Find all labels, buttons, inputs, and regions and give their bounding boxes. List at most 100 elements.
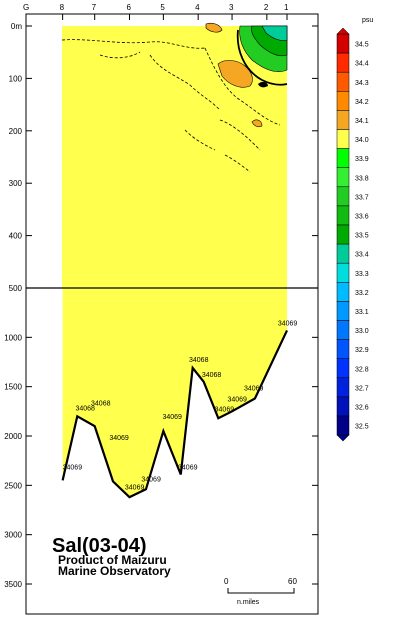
colorbar-swatch-1 xyxy=(336,52,350,73)
value-label-10: 34069 xyxy=(215,406,235,413)
colorbar-swatch-13 xyxy=(336,282,350,302)
colorbar-label-19: 32.6 xyxy=(355,404,369,411)
value-label-12: 34069 xyxy=(244,386,264,393)
lower-tick-label-4: 3000 xyxy=(4,531,22,540)
value-label-3: 34069 xyxy=(109,435,129,442)
colorbar-label-4: 34.1 xyxy=(355,118,369,125)
lower-tick-label-3: 2500 xyxy=(4,481,22,490)
scale-bar: 0 60 n.miles xyxy=(224,577,297,606)
colorbar-swatch-4 xyxy=(336,110,350,130)
station-label-6: 6 xyxy=(126,3,131,12)
colorbar-label-14: 33.1 xyxy=(355,309,369,316)
colorbar-label-11: 33.4 xyxy=(355,252,369,259)
colorbar-label-10: 33.5 xyxy=(355,233,369,240)
colorbar-label-12: 33.3 xyxy=(355,271,369,278)
lower-water-fill xyxy=(62,288,288,498)
colorbar-label-1: 34.4 xyxy=(355,61,369,68)
value-label-0: 34069 xyxy=(63,465,83,472)
colorbar-unit: psu xyxy=(362,17,373,24)
colorbar-swatch-17 xyxy=(336,358,350,379)
colorbar-swatch-11 xyxy=(336,243,350,264)
scale-bar-start: 0 xyxy=(224,577,229,586)
colorbar-swatch-14 xyxy=(336,301,350,321)
value-label-13: 34069 xyxy=(278,320,298,327)
colorbar-label-3: 34.2 xyxy=(355,99,369,106)
colorbar-swatch-16 xyxy=(336,339,350,359)
credit-line-2: Marine Observatory xyxy=(58,564,171,578)
upper-contour-lines xyxy=(61,39,281,173)
colorbar-label-18: 32.7 xyxy=(355,385,369,392)
colorbar-swatch-6 xyxy=(336,148,350,168)
station-label-G: G xyxy=(23,3,29,12)
colorbar-swatch-10 xyxy=(336,224,350,245)
value-label-4: 34069 xyxy=(125,484,145,491)
value-label-1: 34068 xyxy=(75,405,95,412)
colorbar-label-9: 33.6 xyxy=(355,213,369,220)
scale-bar-line xyxy=(227,588,295,594)
lower-tick-label-2: 2000 xyxy=(4,432,22,441)
colorbar-label-7: 33.8 xyxy=(355,175,369,182)
value-label-9: 34068 xyxy=(202,372,222,379)
value-labels: 3406934068340683406934069340693406934069… xyxy=(63,320,298,491)
lower-tick-label-0: 1000 xyxy=(4,333,22,342)
value-label-7: 34069 xyxy=(178,465,198,472)
colorbar-label-17: 32.8 xyxy=(355,366,369,373)
colorbar-label-13: 33.2 xyxy=(355,290,369,297)
colorbar-swatch-12 xyxy=(336,262,350,283)
lower-depth-ticks: 1000 1500 2000 2500 3000 3500 xyxy=(4,333,318,589)
upper-tick-label-0: 0m xyxy=(11,22,22,31)
station-label-8: 8 xyxy=(60,3,65,12)
colorbar-label-16: 32.9 xyxy=(355,347,369,354)
colorbar-bottom-cap xyxy=(336,434,350,442)
station-label-3: 3 xyxy=(229,3,234,12)
orange-patches xyxy=(205,22,263,128)
colorbar-swatch-18 xyxy=(336,377,350,398)
colorbar-label-5: 34.0 xyxy=(355,137,369,144)
station-label-4: 4 xyxy=(195,3,200,12)
colorbar-swatch-19 xyxy=(336,396,350,417)
station-label-7: 7 xyxy=(92,3,97,12)
colorbar-swatch-5 xyxy=(336,129,350,149)
green-patch xyxy=(236,25,288,88)
colorbar-label-0: 34.5 xyxy=(355,42,369,49)
upper-depth-ticks: 0m 100 200 300 400 500 xyxy=(9,22,318,293)
chart-title: Sal(03-04) xyxy=(52,535,147,557)
colorbar-swatch-2 xyxy=(336,71,350,92)
upper-tick-label-4: 400 xyxy=(9,232,23,241)
colorbar-label-6: 33.9 xyxy=(355,156,369,163)
bottom-profile-line xyxy=(61,329,288,499)
station-label-1: 1 xyxy=(284,3,289,12)
plot-frame xyxy=(25,13,319,615)
colorbar: 34.5 34.4 34.3 34.2 34.1 34.0 33.9 33.8 33.7 33.6… xyxy=(336,27,369,442)
value-label-6: 34069 xyxy=(162,414,182,421)
colorbar-swatch-3 xyxy=(336,91,350,111)
credit-line-1: Product of Maizuru xyxy=(58,553,167,567)
upper-tick-label-5: 500 xyxy=(9,284,23,293)
upper-tick-label-1: 100 xyxy=(9,74,23,83)
scale-bar-unit: n.miles xyxy=(237,599,260,606)
colorbar-swatch-20 xyxy=(336,415,350,436)
station-ticks: G 8 7 6 5 4 3 2 1 xyxy=(23,3,289,20)
colorbar-swatch-7 xyxy=(336,167,350,188)
colorbar-label-8: 33.7 xyxy=(355,194,369,201)
lower-tick-label-1: 1500 xyxy=(4,383,22,392)
colorbar-swatch-15 xyxy=(336,320,350,340)
station-label-5: 5 xyxy=(160,3,165,12)
value-label-11: 34069 xyxy=(227,396,247,403)
upper-tick-label-3: 300 xyxy=(9,179,23,188)
colorbar-top-cap xyxy=(336,27,350,35)
station-label-2: 2 xyxy=(264,3,269,12)
value-label-2: 34068 xyxy=(91,400,111,407)
value-label-5: 34069 xyxy=(141,476,161,483)
lower-tick-label-5: 3500 xyxy=(4,580,22,589)
upper-water-fill xyxy=(62,26,287,288)
colorbar-label-2: 34.3 xyxy=(355,80,369,87)
colorbar-label-20: 32.5 xyxy=(355,424,369,431)
upper-tick-label-2: 200 xyxy=(9,127,23,136)
colorbar-swatch-9 xyxy=(336,205,350,226)
colorbar-swatch-8 xyxy=(336,186,350,207)
scale-bar-end: 60 xyxy=(288,577,297,586)
colorbar-swatch-0 xyxy=(336,33,350,54)
value-label-8: 34068 xyxy=(189,357,209,364)
